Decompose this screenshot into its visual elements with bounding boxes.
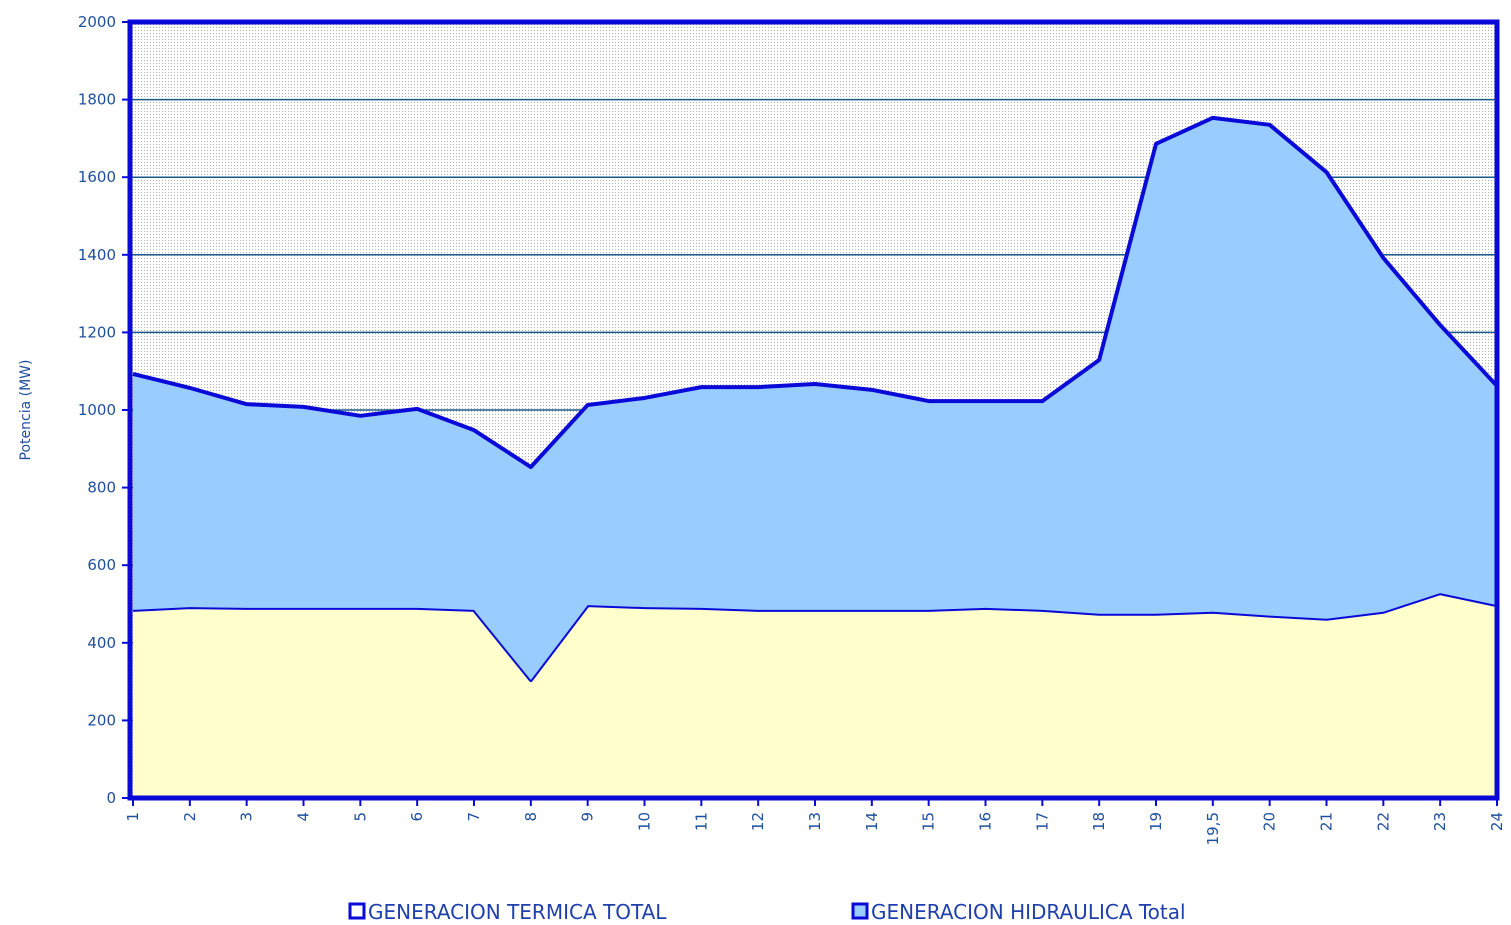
x-tick-label: 18 [1090, 812, 1108, 831]
x-tick-label: 1 [124, 812, 142, 822]
x-tick-label: 21 [1318, 812, 1336, 831]
legend-label: GENERACION HIDRAULICA Total [871, 900, 1186, 924]
area [133, 117, 1497, 681]
x-tick-label: 20 [1261, 812, 1279, 831]
y-tick-label: 600 [87, 556, 116, 574]
y-tick-label: 800 [87, 479, 116, 497]
x-tick-label: 22 [1374, 812, 1392, 831]
y-tick-label: 1800 [78, 91, 116, 109]
x-tick-label: 14 [863, 812, 881, 831]
x-tick-label: 5 [351, 812, 369, 822]
y-tick-label: 1000 [78, 401, 116, 419]
y-tick-label: 1600 [78, 168, 116, 186]
x-tick-label: 7 [465, 812, 483, 822]
legend-swatch [851, 902, 869, 920]
x-tick-label: 8 [522, 812, 540, 822]
x-tick-label: 6 [408, 812, 426, 822]
x-tick-label: 3 [238, 812, 256, 822]
x-tick-label: 24 [1488, 812, 1506, 831]
x-tick-label: 17 [1033, 812, 1051, 831]
x-tick-label: 12 [749, 812, 767, 831]
y-tick-label: 200 [87, 711, 116, 729]
y-tick-label: 0 [106, 789, 116, 807]
y-tick-label: 400 [87, 634, 116, 652]
area-edge [132, 115, 1499, 470]
legend-swatch [348, 902, 366, 920]
y-tick-label: 1400 [78, 246, 116, 264]
x-tick-label: 9 [579, 812, 597, 822]
y-axis-label: Potencia (MW) [18, 360, 34, 461]
x-tick-label: 13 [806, 812, 824, 831]
y-tick-label: 2000 [78, 13, 116, 31]
x-tick-label: 2 [181, 812, 199, 822]
legend-label: GENERACION TERMICA TOTAL [368, 900, 667, 924]
x-tick-label: 15 [920, 812, 938, 831]
x-tick-label: 10 [636, 812, 654, 831]
x-tick-label: 19,5 [1204, 812, 1222, 845]
x-tick-label: 19 [1147, 812, 1165, 831]
x-tick-label: 11 [692, 812, 710, 831]
x-tick-label: 4 [295, 812, 313, 822]
x-tick-label: 16 [977, 812, 995, 831]
x-tick-label: 23 [1431, 812, 1449, 831]
y-tick-label: 1200 [78, 323, 116, 341]
area [133, 593, 1497, 798]
